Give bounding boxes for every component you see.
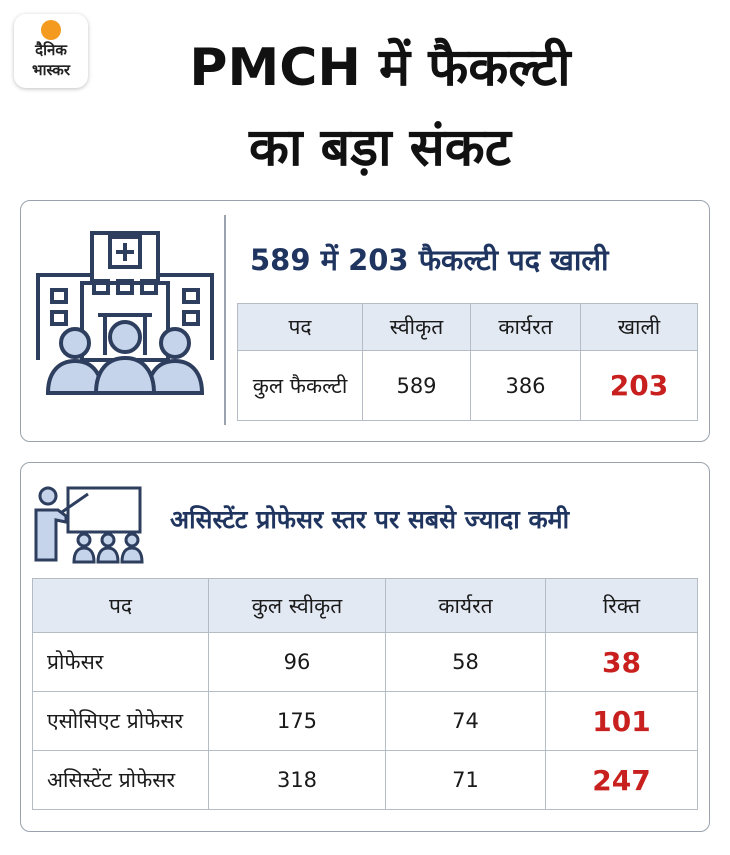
table-cell: 71: [385, 750, 546, 810]
table-cell: एसोसिएट प्रोफेसर: [32, 691, 209, 751]
divider: [224, 215, 226, 425]
hospital-icon: [36, 231, 214, 395]
table-cell: असिस्टेंट प्रोफेसर: [32, 750, 209, 810]
table-cell: 38: [545, 632, 698, 692]
table-cell: 96: [208, 632, 386, 692]
logo-text: दैनिक: [35, 41, 67, 59]
table-cell: 203: [580, 350, 698, 421]
table-header: रिक्त: [545, 578, 698, 633]
table-cell: 386: [470, 350, 581, 421]
section-heading: 589 में 203 फैकल्टी पद खाली: [250, 243, 609, 277]
logo-sun: [41, 20, 61, 40]
table-header: कार्यरत: [470, 303, 581, 351]
table-cell: 589: [362, 350, 471, 421]
table-cell: 175: [208, 691, 386, 751]
table-cell: 74: [385, 691, 546, 751]
title-line: का बड़ा संकट: [249, 118, 511, 178]
logo: दैनिक भास्कर: [14, 14, 88, 88]
table-header: कुल स्वीकृत: [208, 578, 386, 633]
logo-text: भास्कर: [32, 61, 70, 79]
section-heading: असिस्टेंट प्रोफेसर स्तर पर सबसे ज्यादा क…: [170, 505, 570, 534]
teacher-icon: [34, 486, 144, 564]
table-header: पद: [237, 303, 363, 351]
table-cell: 318: [208, 750, 386, 810]
table-header: खाली: [580, 303, 698, 351]
table-header: पद: [32, 578, 209, 633]
table-cell: 101: [545, 691, 698, 751]
table-cell: कुल फैकल्टी: [237, 350, 363, 421]
table-header: कार्यरत: [385, 578, 546, 633]
table-cell: 58: [385, 632, 546, 692]
table-cell: 247: [545, 750, 698, 810]
table-header: स्वीकृत: [362, 303, 471, 351]
title-line: PMCH में फैकल्टी: [189, 38, 571, 98]
table-cell: प्रोफेसर: [32, 632, 209, 692]
